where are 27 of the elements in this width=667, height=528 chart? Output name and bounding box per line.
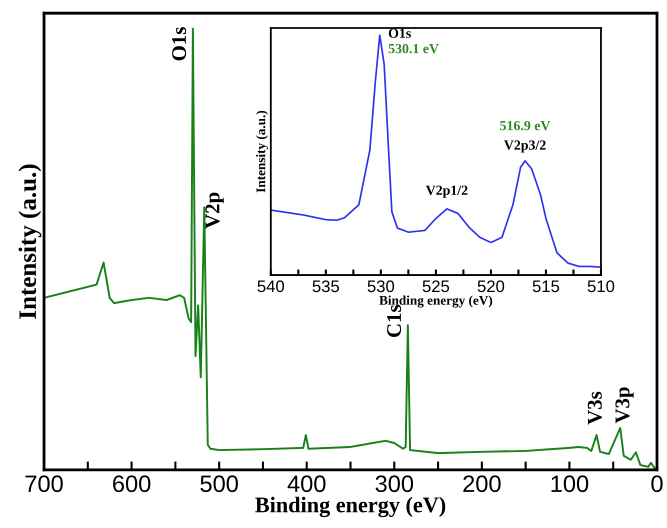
x-tick-label: 535 [312,280,340,292]
annotation: 530.1 eV [388,44,439,54]
x-tick-label: 530 [368,280,394,292]
x-axis-title: Binding energy (eV) [255,496,446,518]
x-tick-label: 400 [288,475,326,492]
annotation: V2p3/2 [504,140,546,153]
x-tick-label: 500 [200,475,238,492]
annotation: V2p [205,192,224,229]
x-tick-label: 600 [113,475,150,492]
annotation: O1s [172,27,186,60]
x-tick-label: 510 [588,280,614,292]
x-tick-label: 200 [463,475,501,492]
y-axis-title: Intensity (a.u.) [256,110,268,192]
x-tick-label: 515 [532,280,560,292]
y-axis-title: Intensity (a.u.) [18,164,42,319]
annotation: 516.9 eV [500,120,550,130]
annotation: V3p [615,387,634,424]
annotation: V2p1/2 [426,186,468,198]
annotation: V3s [588,392,602,425]
x-tick-label: 0 [651,475,663,492]
x-tick-label: 520 [478,280,504,292]
x-tick-label: 100 [552,475,588,492]
x-tick-label: 700 [26,475,63,492]
x-tick-label: 525 [422,280,450,292]
x-tick-label: 300 [375,475,414,492]
x-tick-label: 540 [258,280,284,292]
annotation: O1s [388,28,411,38]
